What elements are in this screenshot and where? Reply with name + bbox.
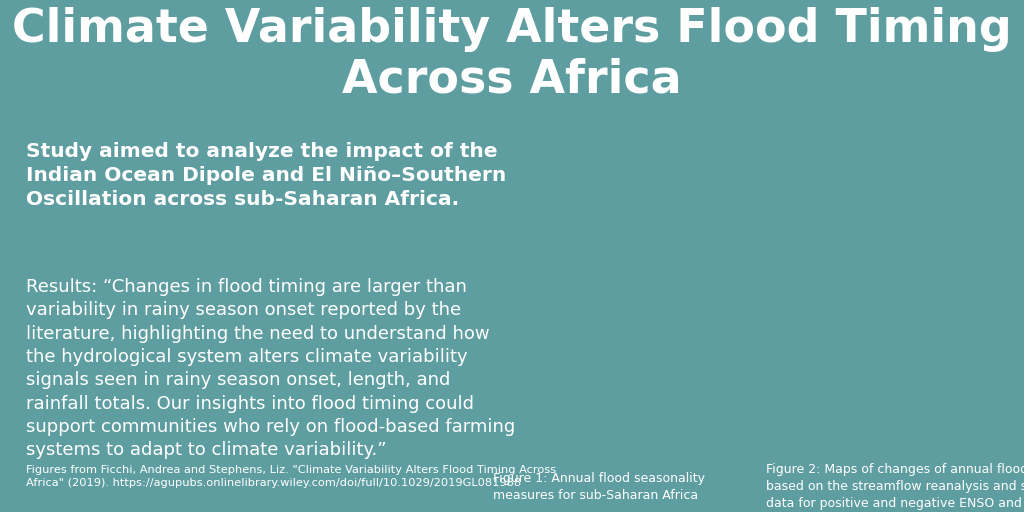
Text: Results: “Changes in flood timing are larger than
variability in rainy season on: Results: “Changes in flood timing are la… (27, 278, 515, 459)
Text: Study aimed to analyze the impact of the
Indian Ocean Dipole and El Niño–Souther: Study aimed to analyze the impact of the… (27, 142, 507, 209)
Text: Across Africa: Across Africa (342, 57, 682, 102)
Text: Figures from Ficchi, Andrea and Stephens, Liz. "Climate Variability Alters Flood: Figures from Ficchi, Andrea and Stephens… (27, 465, 556, 487)
Text: Climate Variability Alters Flood Timing: Climate Variability Alters Flood Timing (12, 7, 1012, 52)
Text: Figure 1: Annual flood seasonality
measures for sub-Saharan Africa: Figure 1: Annual flood seasonality measu… (493, 472, 705, 502)
Text: Figure 2: Maps of changes of annual flood timing (days)
based on the streamflow : Figure 2: Maps of changes of annual floo… (766, 463, 1024, 510)
